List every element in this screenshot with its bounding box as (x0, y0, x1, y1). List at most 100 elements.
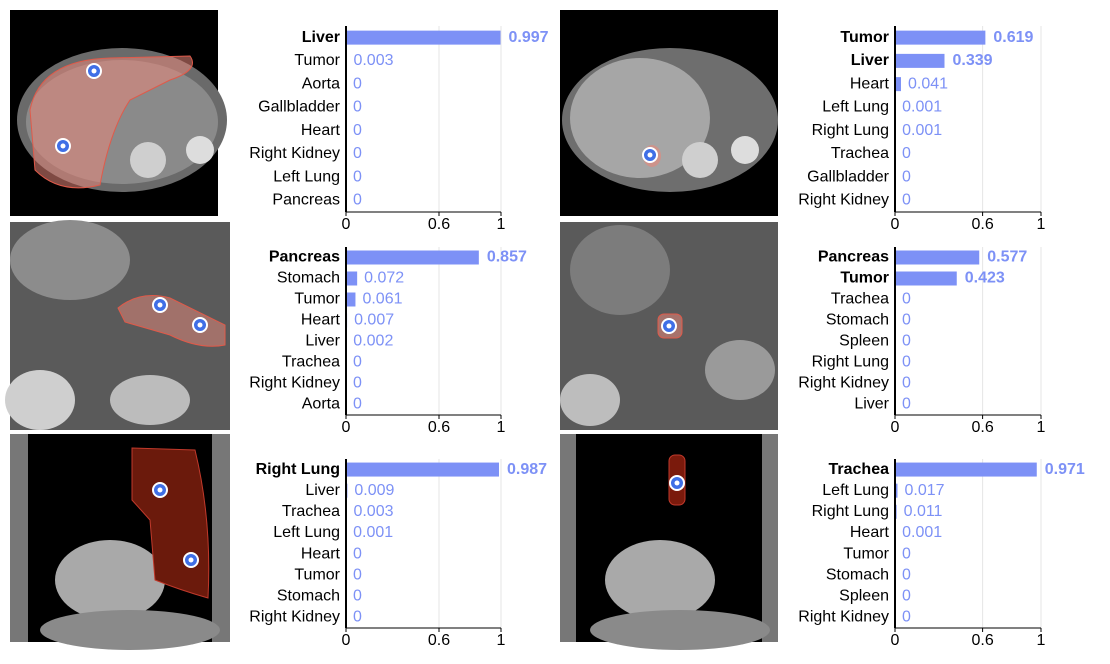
value-label: 0.003 (353, 52, 393, 69)
bar (895, 462, 1037, 477)
category-label: Right Kidney (249, 145, 340, 162)
value-label: 0 (353, 354, 362, 371)
category-label: Trachea (831, 291, 889, 308)
x-tick-label: 0.6 (971, 632, 993, 649)
category-label: Heart (301, 312, 341, 329)
x-tick-label: 0.6 (428, 632, 450, 649)
value-label: 0 (353, 192, 362, 209)
value-label: 0 (353, 609, 362, 626)
x-tick-label: 0 (342, 216, 351, 233)
category-label: Pancreas (269, 249, 340, 266)
x-tick-label: 0.6 (428, 216, 450, 233)
value-label: 0.009 (354, 482, 394, 499)
value-label: 0.001 (902, 99, 942, 116)
value-label: 0 (353, 75, 362, 92)
category-label: Stomach (826, 566, 889, 583)
category-label: Tumor (840, 29, 889, 46)
category-label: Right Lung (256, 461, 340, 478)
value-label: 0.002 (353, 333, 393, 350)
category-label: Tumor (294, 566, 340, 583)
category-label: Right Kidney (249, 375, 340, 392)
category-label: Heart (301, 122, 341, 139)
value-label: 0.987 (507, 461, 547, 478)
x-tick-label: 1 (497, 419, 506, 436)
category-label: Spleen (839, 333, 889, 350)
value-label: 0.007 (354, 312, 394, 329)
value-label: 0 (902, 333, 911, 350)
category-label: Right Lung (812, 503, 889, 520)
ct-image (560, 10, 778, 216)
value-label: 0 (353, 566, 362, 583)
value-label: 0 (902, 354, 911, 371)
category-label: Liver (851, 52, 889, 69)
value-label: 0 (902, 291, 911, 308)
value-label: 0.577 (987, 249, 1027, 266)
category-label: Right Lung (812, 122, 889, 139)
category-label: Liver (305, 482, 340, 499)
category-label: Trachea (282, 503, 340, 520)
value-label: 0 (902, 375, 911, 392)
x-tick-label: 1 (1037, 419, 1046, 436)
value-label: 0 (353, 122, 362, 139)
bar (895, 77, 901, 92)
value-label: 0.061 (362, 291, 402, 308)
category-label: Heart (301, 545, 341, 562)
category-label: Liver (854, 396, 889, 413)
category-label: Tumor (840, 270, 889, 287)
bar (346, 462, 499, 477)
value-label: 0 (353, 145, 362, 162)
value-label: 0 (353, 99, 362, 116)
category-label: Right Lung (812, 354, 889, 371)
value-label: 0 (353, 545, 362, 562)
category-label: Left Lung (822, 482, 889, 499)
value-label: 0 (353, 168, 362, 185)
x-tick-label: 1 (1037, 216, 1046, 233)
bar (346, 250, 479, 265)
value-label: 0.011 (904, 503, 943, 520)
value-label: 0 (353, 396, 362, 413)
category-label: Liver (302, 29, 340, 46)
value-label: 0.072 (364, 270, 404, 287)
category-label: Pancreas (272, 192, 340, 209)
category-label: Pancreas (818, 249, 889, 266)
value-label: 0 (902, 566, 911, 583)
value-label: 0 (902, 192, 911, 209)
value-label: 0 (902, 588, 911, 605)
category-label: Left Lung (273, 524, 340, 541)
category-label: Stomach (277, 588, 340, 605)
bar (895, 483, 898, 498)
value-label: 0.001 (902, 122, 942, 139)
x-tick-label: 0 (342, 419, 351, 436)
x-tick-label: 0 (891, 419, 900, 436)
ct-image (10, 434, 230, 650)
category-label: Trachea (282, 354, 340, 371)
category-label: Tumor (294, 52, 340, 69)
x-tick-label: 0 (342, 632, 351, 649)
category-label: Right Kidney (798, 192, 889, 209)
category-label: Tumor (843, 545, 889, 562)
category-label: Spleen (839, 588, 889, 605)
ct-image (560, 434, 778, 650)
category-label: Tumor (294, 291, 340, 308)
value-label: 0.017 (904, 482, 944, 499)
category-label: Gallbladder (807, 168, 890, 185)
x-tick-label: 1 (497, 216, 506, 233)
value-label: 0.001 (353, 524, 393, 541)
category-label: Aorta (302, 396, 340, 413)
category-label: Left Lung (822, 99, 889, 116)
x-tick-label: 0.6 (971, 216, 993, 233)
value-label: 0 (902, 312, 911, 329)
bar (895, 271, 957, 286)
category-label: Right Kidney (798, 375, 889, 392)
value-label: 0.339 (952, 52, 992, 69)
x-tick-label: 1 (1037, 632, 1046, 649)
value-label: 0 (902, 396, 911, 413)
value-label: 0.423 (965, 270, 1005, 287)
bar (895, 250, 980, 265)
value-label: 0 (353, 375, 362, 392)
x-tick-label: 0.6 (971, 419, 993, 436)
value-label: 0 (902, 609, 911, 626)
value-label: 0 (353, 588, 362, 605)
value-label: 0.857 (487, 249, 527, 266)
x-tick-label: 1 (497, 632, 506, 649)
